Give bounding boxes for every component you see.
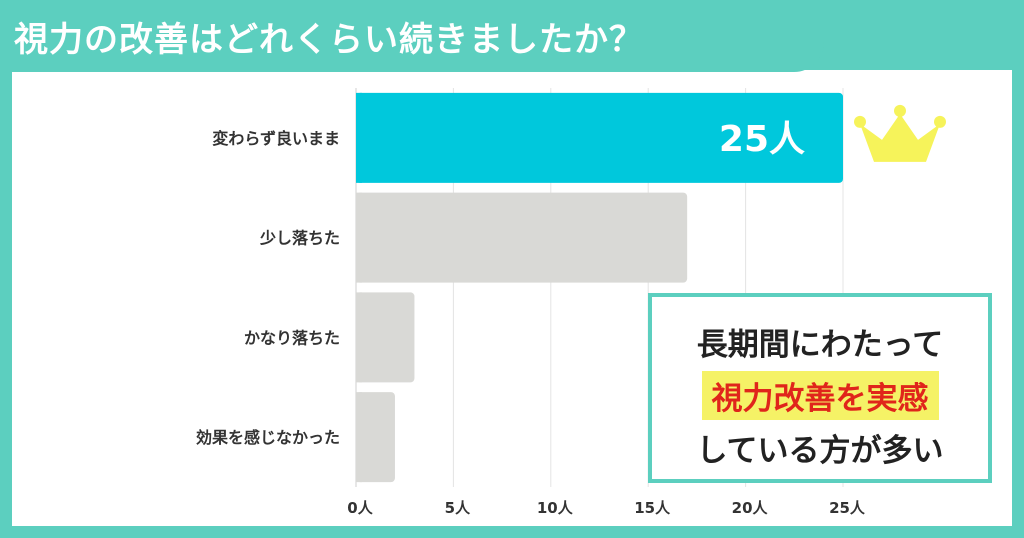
category-label: 効果を感じなかった	[196, 428, 340, 447]
category-label: 変わらず良いまま	[212, 129, 340, 148]
x-tick-label: 25人	[829, 499, 866, 517]
x-tick-label: 0人	[347, 499, 373, 517]
callout-line-3: している方が多い	[696, 433, 944, 469]
bar-left-edge	[356, 292, 362, 383]
crown-jewel	[894, 104, 906, 117]
crown-jewel	[854, 115, 866, 128]
crown-icon	[860, 113, 940, 162]
callout-line-1: 長期間にわたって	[696, 327, 944, 363]
title-banner: 視力の改善はどれくらい続きましたか？	[0, 0, 824, 72]
bar-left-edge	[356, 392, 362, 483]
x-tick-label: 10人	[537, 499, 574, 517]
category-label: かなり落ちた	[244, 328, 340, 347]
crown-jewel	[934, 115, 946, 128]
category-label: 少し落ちた	[259, 229, 340, 248]
bar	[356, 192, 688, 283]
callout-highlight: 視力改善を実感	[701, 371, 939, 420]
x-tick-label: 5人	[445, 499, 471, 517]
data-label: 25人	[719, 119, 805, 160]
bar	[356, 92, 843, 183]
chart-title: 視力の改善はどれくらい続きましたか？	[14, 20, 644, 60]
summary-callout: 長期間にわたって 視力改善を実感 している方が多い	[648, 293, 992, 483]
bar	[356, 292, 415, 383]
x-tick-label: 15人	[634, 499, 671, 517]
x-tick-label: 20人	[732, 499, 769, 517]
bar	[356, 392, 395, 483]
bar-left-edge	[356, 92, 362, 183]
bar-left-edge	[356, 192, 362, 283]
